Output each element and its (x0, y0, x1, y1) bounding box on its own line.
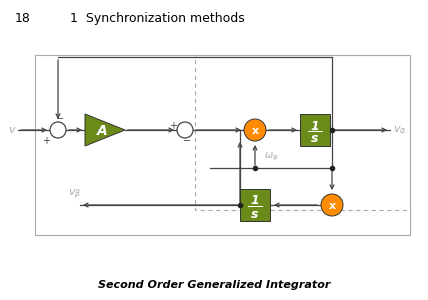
Text: +: + (42, 136, 50, 146)
Text: $v_\alpha$: $v_\alpha$ (393, 124, 407, 136)
Text: 1: 1 (311, 119, 319, 133)
Polygon shape (85, 114, 125, 146)
Circle shape (244, 119, 266, 141)
Text: 18: 18 (15, 12, 31, 25)
Bar (240, 189, 270, 221)
Text: 1: 1 (251, 194, 259, 208)
Text: v: v (8, 125, 15, 135)
Text: $v_\beta$: $v_\beta$ (68, 188, 82, 202)
Text: x: x (328, 201, 336, 211)
Text: s: s (251, 208, 259, 220)
Circle shape (177, 122, 193, 138)
Text: +: + (169, 121, 177, 131)
Bar (35, 55, 410, 235)
Bar (300, 114, 330, 146)
Bar (195, 55, 410, 210)
Text: 1  Synchronization methods: 1 Synchronization methods (70, 12, 245, 25)
Text: −: − (56, 114, 64, 124)
Circle shape (321, 194, 343, 216)
Text: −: − (183, 136, 191, 146)
Text: A: A (97, 124, 107, 138)
Text: $\omega_\varphi$: $\omega_\varphi$ (264, 151, 278, 163)
Text: x: x (251, 126, 259, 136)
Circle shape (50, 122, 66, 138)
Text: s: s (311, 133, 319, 146)
Text: Second Order Generalized Integrator: Second Order Generalized Integrator (98, 280, 330, 290)
